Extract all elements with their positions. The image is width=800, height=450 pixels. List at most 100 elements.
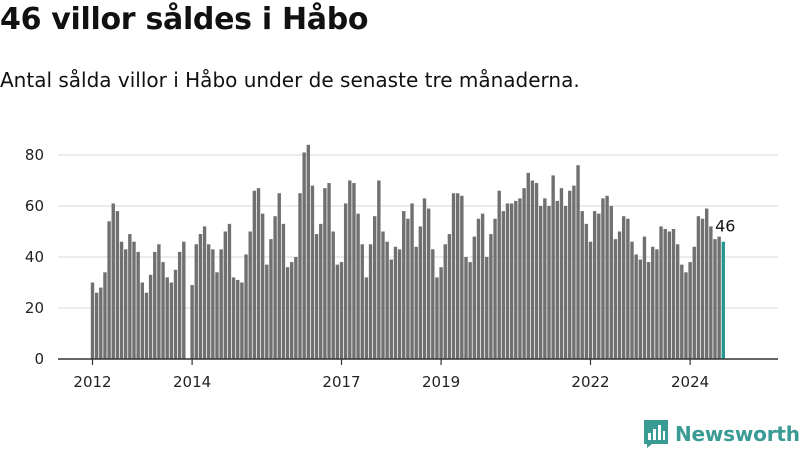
bar xyxy=(418,226,423,359)
bar xyxy=(310,185,315,359)
bar xyxy=(227,223,232,359)
bar xyxy=(435,277,439,359)
bar xyxy=(426,208,431,359)
bar xyxy=(530,180,535,359)
bar xyxy=(422,198,427,359)
bar xyxy=(514,200,518,359)
bar xyxy=(655,249,659,359)
bar xyxy=(148,274,153,359)
bar xyxy=(161,262,165,359)
bar xyxy=(705,208,709,359)
bar xyxy=(94,292,99,359)
bar xyxy=(256,188,261,359)
bar xyxy=(219,249,223,359)
bar xyxy=(244,254,248,359)
bar xyxy=(580,211,584,359)
bar xyxy=(393,246,398,359)
bar xyxy=(675,244,680,359)
bar xyxy=(468,262,472,359)
bar xyxy=(464,257,468,359)
bar xyxy=(207,244,211,359)
bar xyxy=(294,257,298,359)
bar xyxy=(240,282,244,359)
bar-series xyxy=(90,144,725,359)
bar xyxy=(352,183,356,359)
bar xyxy=(447,234,452,359)
x-tick-label: 2022 xyxy=(571,373,609,391)
bar xyxy=(509,203,514,359)
x-tick-label: 2014 xyxy=(173,373,211,391)
bar xyxy=(659,226,663,359)
bar xyxy=(343,203,348,359)
bar xyxy=(472,236,476,359)
bar xyxy=(456,193,460,359)
bar xyxy=(202,226,207,359)
bar xyxy=(526,172,530,359)
bar xyxy=(443,244,447,359)
bar xyxy=(103,272,107,359)
bar xyxy=(518,198,522,359)
bar xyxy=(559,188,564,359)
bar xyxy=(592,211,597,359)
x-tick-label: 2017 xyxy=(322,373,360,391)
bar xyxy=(460,195,464,359)
bar xyxy=(356,213,360,359)
bar xyxy=(638,259,642,359)
bar xyxy=(119,241,124,359)
bar xyxy=(588,241,593,359)
bar xyxy=(339,262,344,359)
bar xyxy=(555,200,559,359)
bar xyxy=(348,180,352,359)
bar xyxy=(609,206,613,359)
bar xyxy=(327,183,331,359)
bar xyxy=(265,264,269,359)
bar xyxy=(539,206,543,359)
bar xyxy=(626,218,630,359)
latest-value-label: 46 xyxy=(715,217,735,236)
bar xyxy=(414,246,418,359)
bar xyxy=(182,241,186,359)
bar xyxy=(476,218,481,359)
bar xyxy=(551,175,555,359)
bar xyxy=(335,264,340,359)
newsworthy-logo-icon xyxy=(644,420,668,448)
bar xyxy=(169,282,174,359)
newsworthy-logo: Newsworthy xyxy=(644,419,800,449)
bar xyxy=(190,285,194,359)
bar xyxy=(273,216,277,359)
y-tick-label: 80 xyxy=(25,146,44,164)
bar xyxy=(684,272,688,359)
bar xyxy=(601,198,605,359)
bar xyxy=(368,244,373,359)
x-axis: 2012 2014 2017 2019 2022 2024 xyxy=(58,358,778,391)
annotations: 46 xyxy=(715,217,735,236)
bar xyxy=(132,241,136,359)
bar xyxy=(323,188,327,359)
bar xyxy=(128,234,132,359)
bar xyxy=(302,152,306,359)
bar xyxy=(385,241,389,359)
bar xyxy=(617,231,622,359)
bar xyxy=(597,213,601,359)
bar xyxy=(634,254,638,359)
bar xyxy=(410,203,414,359)
bar xyxy=(252,190,257,359)
bar xyxy=(451,193,456,359)
bar xyxy=(700,218,705,359)
bar xyxy=(568,190,572,359)
chart-title: 46 villor såldes i Håbo xyxy=(0,2,369,37)
bar xyxy=(177,251,182,359)
bar xyxy=(439,267,443,359)
bar xyxy=(223,231,227,359)
bar xyxy=(298,193,302,359)
bar xyxy=(389,259,393,359)
bar xyxy=(642,236,647,359)
bar xyxy=(572,185,576,359)
bar-chart: 0 20 40 60 80 2012 2014 2017 2019 2022 2024 46 xyxy=(25,144,778,391)
bar xyxy=(480,213,485,359)
bar xyxy=(215,272,219,359)
y-tick-label: 60 xyxy=(25,197,44,215)
chart-subtitle: Antal sålda villor i Håbo under de senas… xyxy=(0,68,580,92)
bar xyxy=(680,264,684,359)
bar xyxy=(543,198,547,359)
